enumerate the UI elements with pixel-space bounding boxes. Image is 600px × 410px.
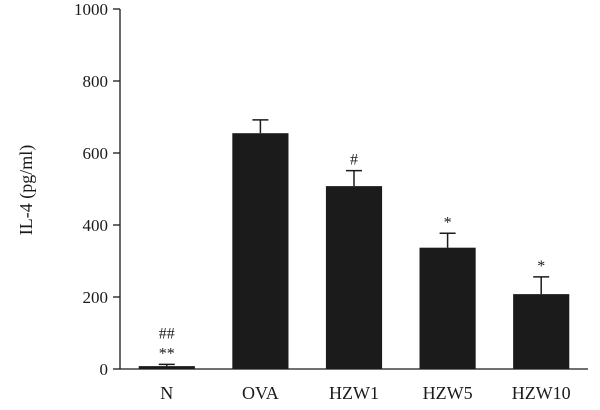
y-tick-label: 400 bbox=[83, 216, 109, 235]
x-tick-label: HZW1 bbox=[329, 383, 379, 403]
x-tick-label: HZW10 bbox=[512, 383, 571, 403]
y-tick-label: 800 bbox=[83, 72, 109, 91]
bar bbox=[325, 186, 383, 369]
bar bbox=[232, 133, 289, 369]
bar bbox=[513, 294, 570, 369]
y-tick-label: 0 bbox=[100, 360, 109, 379]
x-tick-label: N bbox=[160, 383, 173, 403]
x-tick-label: OVA bbox=[242, 383, 279, 403]
y-tick-label: 200 bbox=[83, 288, 109, 307]
labels: 0 200 400 600 800 1000 N ** ## OVA HZW1 # HZW5 * HZW10… bbox=[74, 0, 571, 403]
significance-label: # bbox=[350, 152, 358, 169]
bar bbox=[419, 247, 476, 369]
significance-label: * bbox=[537, 258, 545, 275]
significance-label: * bbox=[444, 214, 452, 231]
y-axis-title: IL-4 (pg/ml) bbox=[16, 145, 37, 235]
bar bbox=[138, 366, 195, 369]
bars bbox=[138, 119, 570, 369]
x-tick-label: HZW5 bbox=[423, 383, 473, 403]
significance-label: ** bbox=[159, 345, 175, 362]
y-tick-label: 600 bbox=[83, 144, 109, 163]
significance-label: ## bbox=[159, 325, 175, 342]
y-tick-label: 1000 bbox=[74, 0, 108, 19]
